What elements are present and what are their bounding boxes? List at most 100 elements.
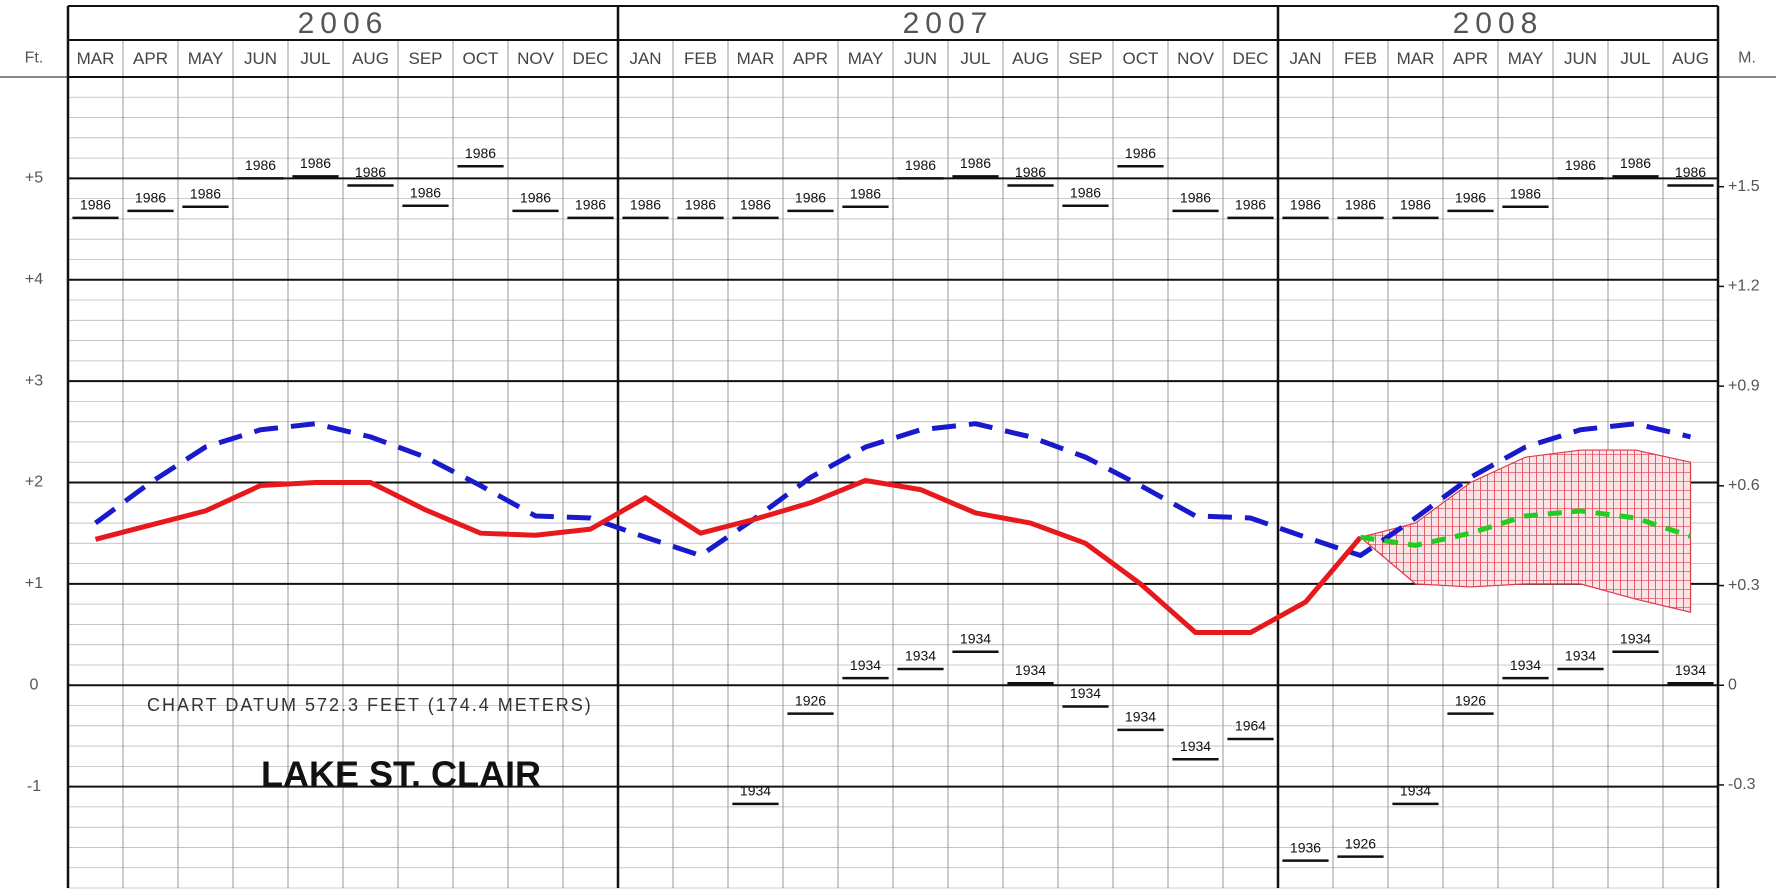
x-tick-label: JUN [244,49,277,68]
record-label: 1986 [1180,190,1211,206]
x-tick-label: AUG [1672,49,1709,68]
x-tick-label: MAR [737,49,775,68]
record-label: 1986 [1455,190,1486,206]
y2-tick-label: +0.3 [1728,577,1760,594]
record-label: 1986 [575,197,606,213]
record-label: 1986 [465,145,496,161]
x-tick-label: OCT [1123,49,1159,68]
y2-tick-label: -0.3 [1728,776,1756,793]
record-label: 1936 [1290,839,1321,855]
record-label: 1986 [795,190,826,206]
marks: 1986 1986 1986 1986 1986 1986 1986 1986 1986 1986… [72,145,1714,862]
record-label: 1986 [135,190,166,206]
record-label: 1986 [685,197,716,213]
record-label: 1986 [1290,197,1321,213]
record-label: 1986 [245,157,276,173]
x-tick-label: JUN [1564,49,1597,68]
record-label: 1934 [740,783,771,799]
x-tick-label: AUG [1012,49,1049,68]
record-label: 1986 [1675,164,1706,180]
y2-tick-label: +1.2 [1728,278,1760,295]
x-tick-label: FEB [684,49,717,68]
record-label: 1926 [795,692,826,708]
x-tick-label: JAN [1289,49,1321,68]
year-label: 2006 [298,7,389,40]
x-tick-label: DEC [1233,49,1269,68]
record-label: 1986 [1400,197,1431,213]
y2-tick-label: 0 [1728,676,1737,693]
record-label: 1986 [300,155,331,171]
record-label: 1934 [1125,709,1156,725]
y2-tick-label: +0.9 [1728,377,1760,394]
x-tick-label: AUG [352,49,389,68]
x-tick-label: JUL [300,49,330,68]
x-tick-label: JAN [629,49,661,68]
record-label: 1986 [905,157,936,173]
record-label: 1986 [410,184,441,200]
record-label: 1934 [1675,662,1706,678]
x-tick-label: DEC [573,49,609,68]
series-line [94,477,1363,636]
record-label: 1986 [1015,164,1046,180]
record-label: 1986 [850,185,881,201]
y-tick-label: +5 [25,170,43,187]
y2-tick-label: +0.6 [1728,477,1760,494]
year-label: 2008 [1453,7,1544,40]
record-label: 1986 [1235,197,1266,213]
record-label: 1986 [355,164,386,180]
record-label: 1934 [1565,648,1596,664]
record-label: 1986 [1125,145,1156,161]
x-tick-label: JUN [904,49,937,68]
y-tick-label: +4 [25,271,43,288]
x-tick-label: MAY [188,49,224,68]
x-tick-label: MAR [1397,49,1435,68]
series-line [94,421,1692,558]
x-tick-label: MAY [1508,49,1544,68]
record-label: 1986 [1510,185,1541,201]
record-label: 1986 [1620,155,1651,171]
record-label: 1934 [1400,783,1431,799]
record-label: 1986 [1070,184,1101,200]
y-axis-label: Ft. [25,50,44,67]
record-label: 1986 [630,197,661,213]
y-tick-label: -1 [27,778,41,795]
forecast-band [1359,449,1692,614]
record-label: 1934 [850,657,881,673]
record-label: 1926 [1345,835,1376,851]
x-tick-label: SEP [408,49,442,68]
x-tick-label: FEB [1344,49,1377,68]
record-label: 1926 [1455,692,1486,708]
y-tick-label: 0 [30,676,39,693]
record-label: 1934 [1070,685,1101,701]
y2-tick-label: +1.5 [1728,178,1760,195]
record-label: 1986 [1345,197,1376,213]
x-tick-label: NOV [1177,49,1215,68]
series-line [1360,508,1692,548]
y2-axis-label: M. [1738,50,1756,67]
record-label: 1934 [1015,662,1046,678]
record-label: 1986 [740,197,771,213]
record-label: 1964 [1235,718,1266,734]
x-tick-label: NOV [517,49,555,68]
record-label: 1934 [1510,657,1541,673]
x-tick-label: APR [793,49,828,68]
record-label: 1934 [905,648,936,664]
annotation: CHART DATUM 572.3 FEET (174.4 METERS) [147,695,593,715]
record-label: 1934 [1180,738,1211,754]
y-tick-label: +3 [25,372,43,389]
year-label: 2007 [903,7,994,40]
x-tick-label: APR [133,49,168,68]
record-label: 1986 [190,185,221,201]
record-label: 1986 [80,197,111,213]
record-label: 1986 [520,190,551,206]
x-tick-label: MAY [848,49,884,68]
x-tick-label: JUL [960,49,990,68]
x-tick-label: SEP [1068,49,1102,68]
x-tick-label: APR [1453,49,1488,68]
record-label: 1934 [960,630,991,646]
chart-title: LAKE ST. CLAIR [261,754,541,795]
record-label: 1986 [960,155,991,171]
x-tick-label: JUL [1620,49,1650,68]
y-tick-label: +2 [25,474,43,491]
